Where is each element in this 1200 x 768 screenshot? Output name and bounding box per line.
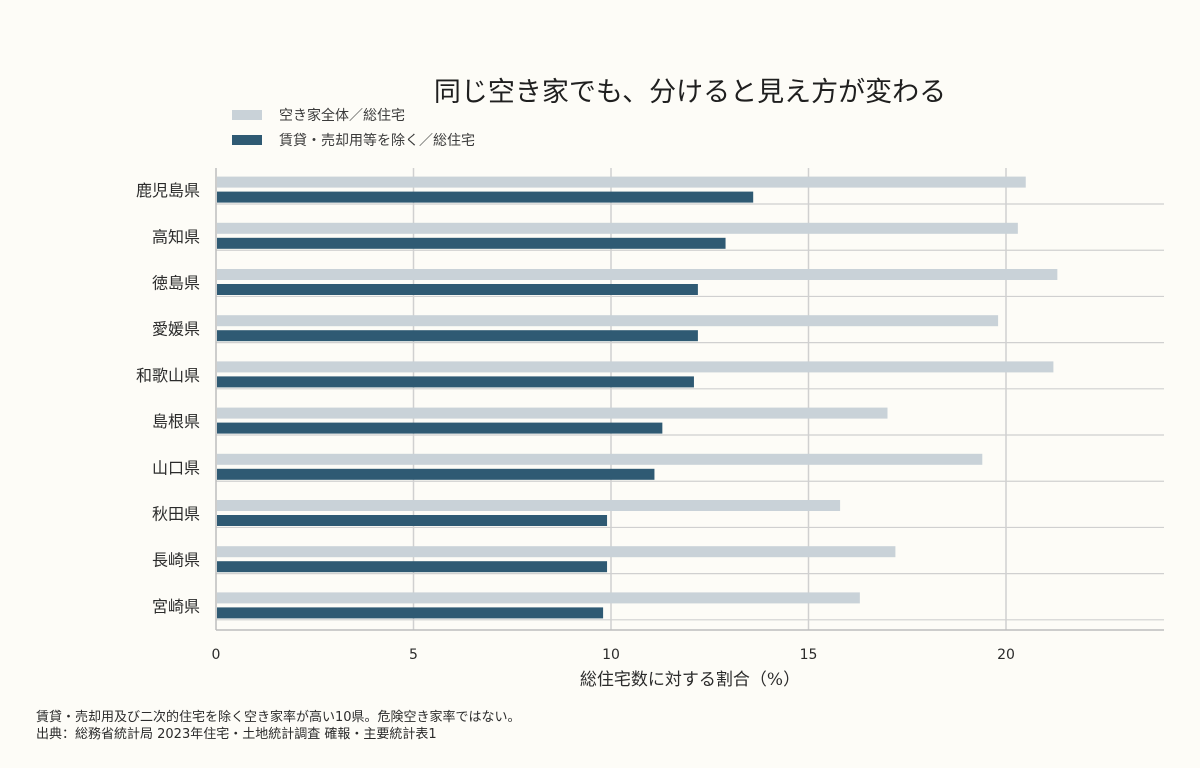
legend-label-excl: 賃貸・売却用等を除く／総住宅	[279, 132, 475, 149]
bar-total-7	[217, 500, 841, 511]
x-tick-label-4: 20	[997, 647, 1015, 663]
chart-title: 同じ空き家でも、分けると見え方が変わる	[433, 77, 947, 108]
y-tick-label-9: 宮崎県	[152, 597, 200, 616]
x-tick-label-0: 0	[212, 647, 221, 663]
bar-excl-9	[217, 607, 604, 619]
bar-total-8	[217, 546, 896, 558]
y-tick-label-5: 島根県	[152, 412, 200, 431]
bar-total-0	[217, 176, 1026, 188]
bar-total-3	[217, 315, 999, 327]
y-tick-label-7: 秋田県	[152, 505, 200, 524]
x-tick-label-3: 15	[800, 647, 818, 663]
footnote-text: 賃貸・売却用及び二次的住宅を除く空き家率が高い10県。危険空き家率ではない。	[36, 710, 521, 725]
bar-excl-7	[217, 515, 608, 526]
bar-excl-0	[217, 191, 754, 203]
bar-excl-2	[217, 284, 698, 295]
x-tick-label-1: 5	[409, 647, 418, 663]
bar-total-5	[217, 407, 888, 419]
y-tick-label-4: 和歌山県	[136, 366, 200, 385]
bar-excl-8	[217, 561, 608, 573]
legend-swatch-excl	[232, 134, 262, 145]
legend: 空き家全体／総住宅 賃貸・売却用等を除く／総住宅	[232, 102, 475, 152]
bar-total-4	[217, 361, 1054, 373]
x-axis-label: 総住宅数に対する割合（%）	[580, 670, 800, 690]
legend-item-excl: 賃貸・売却用等を除く／総住宅	[232, 127, 475, 152]
source-text: 出典：総務省統計局 2023年住宅・土地統計調査 確報・主要統計表1	[36, 727, 437, 742]
y-tick-label-3: 愛媛県	[152, 320, 200, 339]
bar-excl-6	[217, 468, 655, 480]
bar-excl-3	[217, 330, 698, 342]
legend-swatch-total	[232, 109, 262, 120]
bar-total-6	[217, 453, 983, 465]
bar-total-1	[217, 222, 1018, 234]
legend-label-total: 空き家全体／総住宅	[279, 107, 405, 124]
y-tick-label-6: 山口県	[152, 458, 200, 477]
bar-total-2	[217, 269, 1058, 280]
bar-excl-5	[217, 422, 663, 434]
y-tick-label-8: 長崎県	[152, 551, 200, 570]
bar-excl-1	[217, 237, 726, 249]
footnotes: 賃貸・売却用及び二次的住宅を除く空き家率が高い10県。危険空き家率ではない。 出…	[36, 709, 521, 743]
bar-excl-4	[217, 376, 694, 388]
y-tick-label-1: 高知県	[152, 227, 200, 246]
legend-item-total: 空き家全体／総住宅	[232, 102, 475, 127]
y-tick-label-2: 徳島県	[152, 274, 200, 293]
x-tick-label-2: 10	[602, 647, 620, 663]
bar-total-9	[217, 592, 860, 604]
y-tick-label-0: 鹿児島県	[136, 181, 200, 200]
